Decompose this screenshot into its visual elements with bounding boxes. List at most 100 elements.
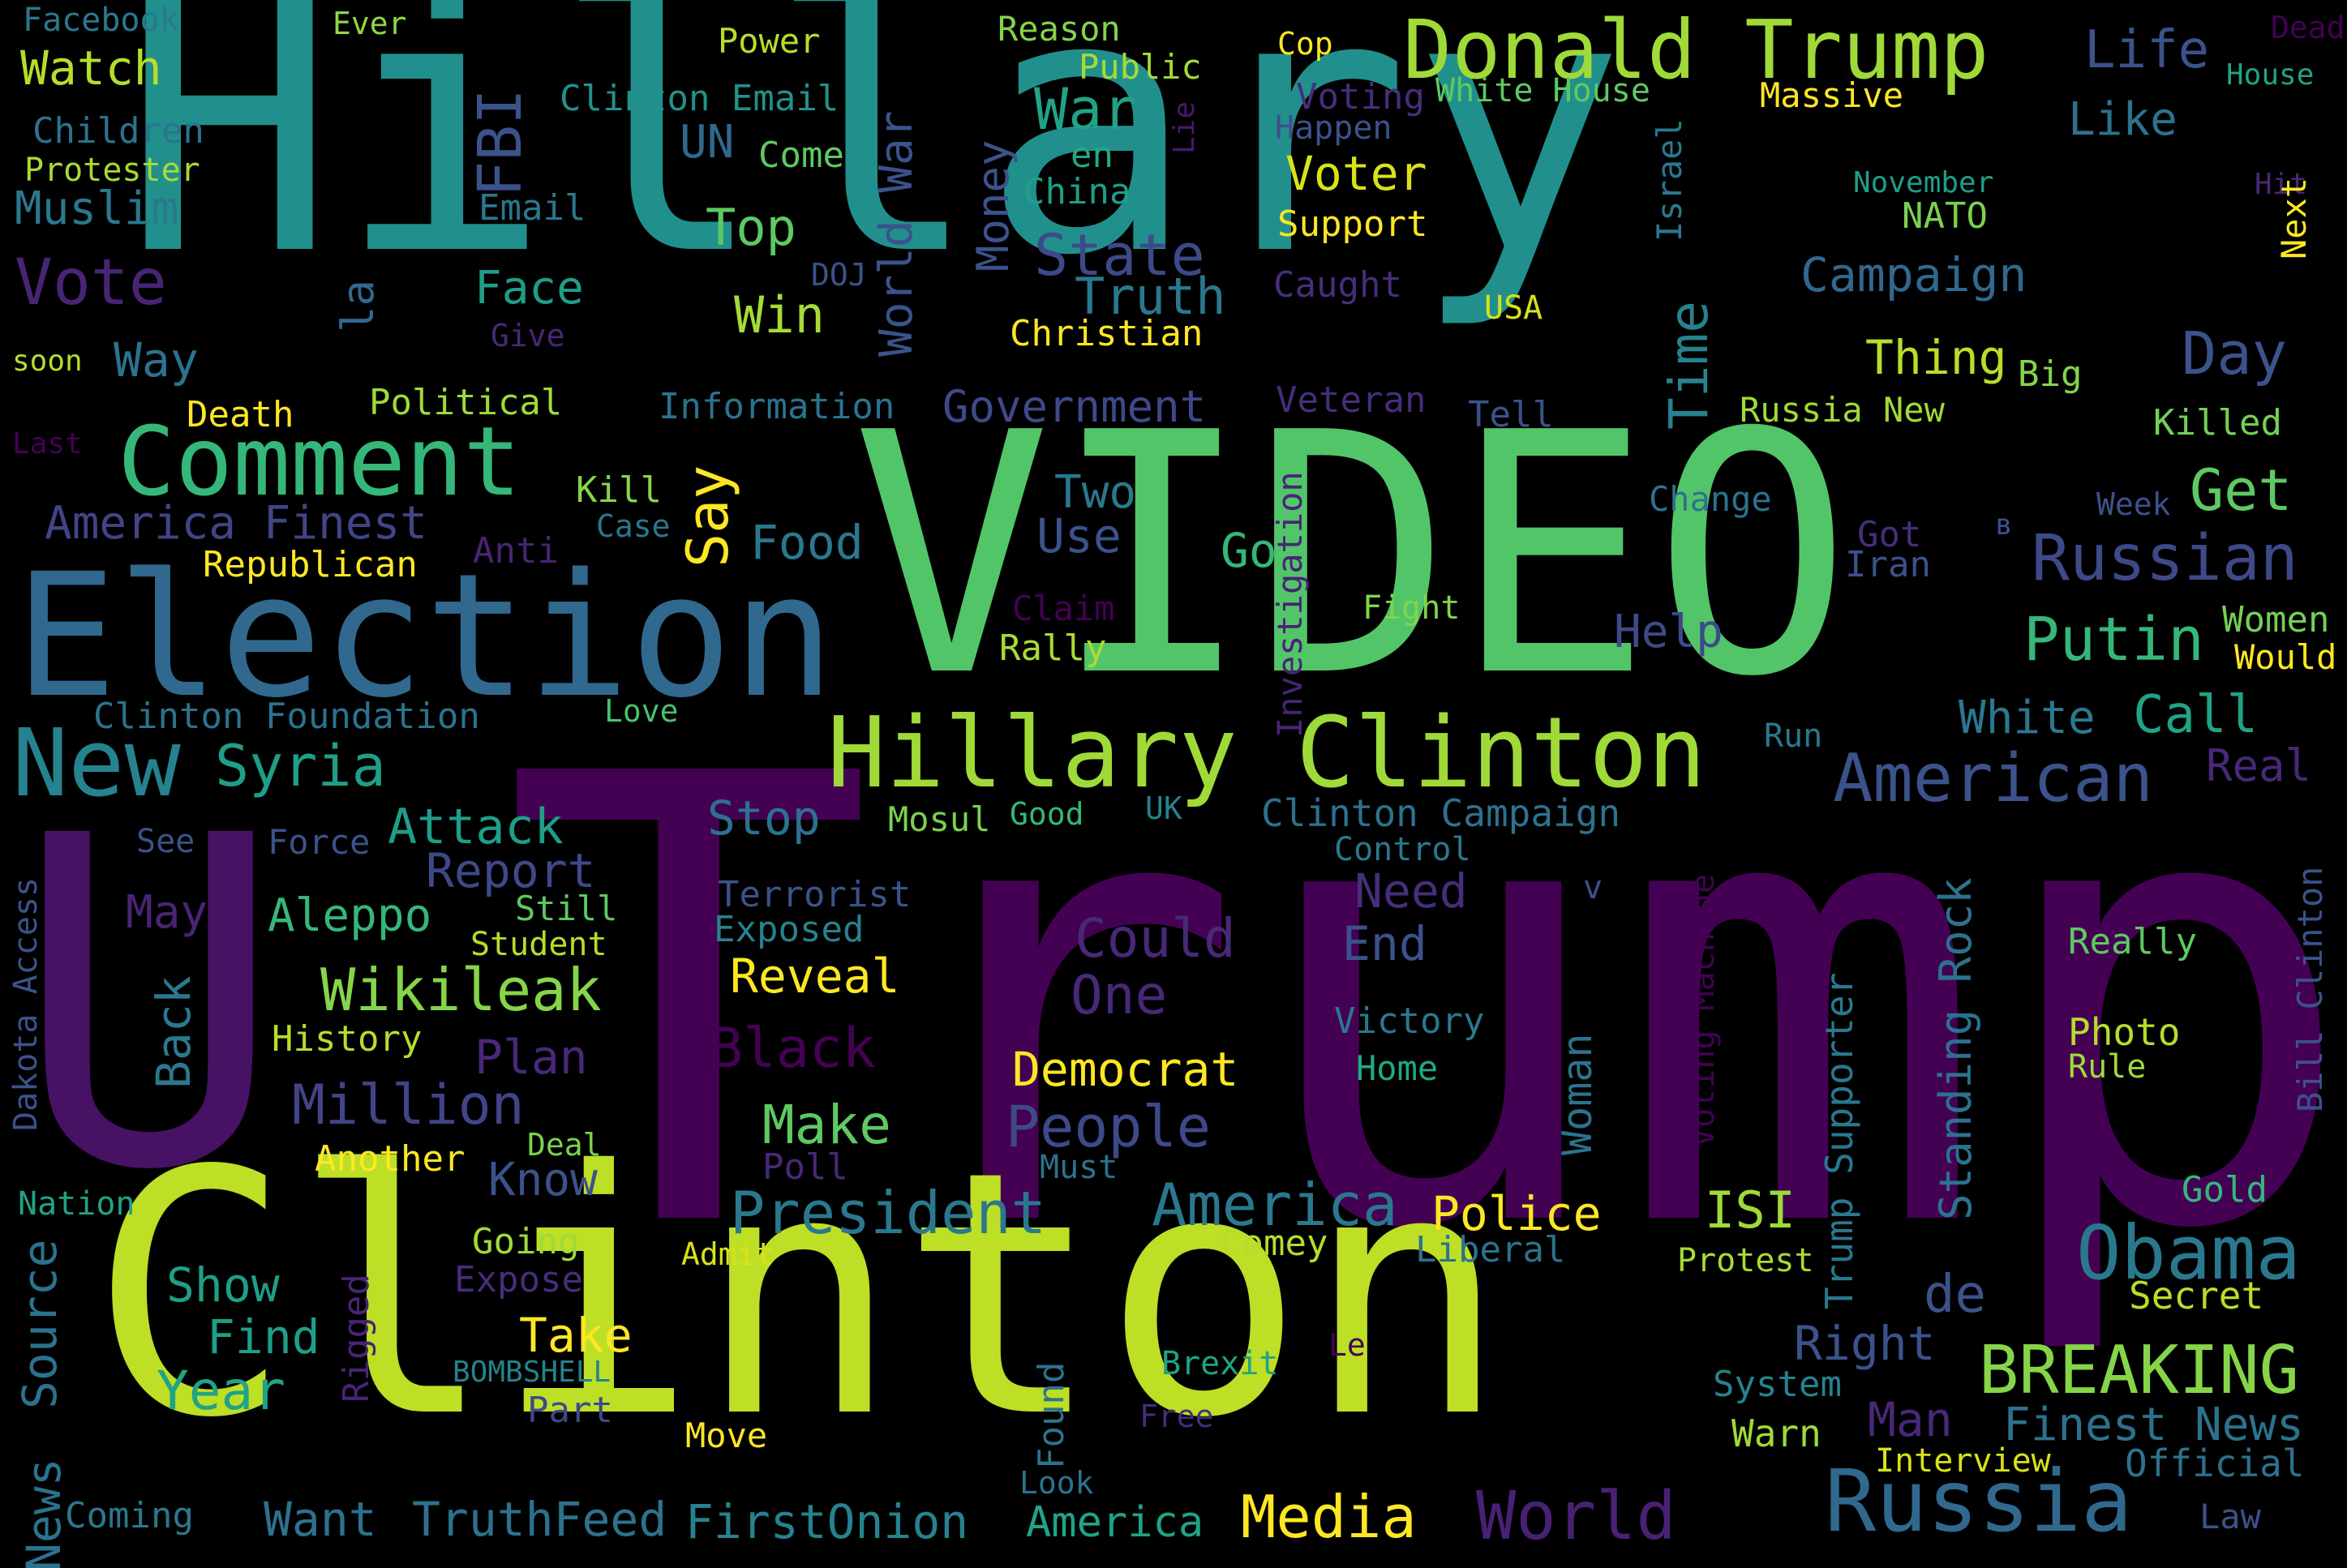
word-photo: Photo bbox=[2068, 1010, 2181, 1054]
word-coming: Coming bbox=[65, 1495, 194, 1536]
word-putin: Putin bbox=[2023, 605, 2204, 675]
word-woman: Woman bbox=[1554, 1033, 1601, 1155]
word-deal: Deal bbox=[527, 1127, 602, 1163]
word-aleppo: Aleppo bbox=[268, 889, 432, 942]
word-home: Home bbox=[1356, 1048, 1439, 1088]
word-interview: Interview bbox=[1875, 1442, 2051, 1480]
word-expose: Expose bbox=[454, 1259, 583, 1300]
word-veteran: Veteran bbox=[1276, 379, 1427, 421]
word-bombshell: BOMBSHELL bbox=[453, 1356, 611, 1389]
word-nation: Nation bbox=[18, 1185, 135, 1223]
word-last: Last bbox=[12, 427, 83, 461]
word-million: Million bbox=[292, 1073, 525, 1137]
word-run: Run bbox=[1764, 718, 1823, 755]
word-america-2: America bbox=[1026, 1498, 1204, 1547]
word-war: War bbox=[1034, 76, 1137, 143]
word-change: Change bbox=[1649, 479, 1772, 519]
word-law: Law bbox=[2199, 1497, 2261, 1536]
word-investigation: Investigation bbox=[1270, 471, 1310, 738]
word-real: Real bbox=[2206, 740, 2312, 791]
word-standing-rock: Standing Rock bbox=[1930, 877, 1981, 1220]
word-would: Would bbox=[2234, 637, 2337, 677]
word-look: Look bbox=[1019, 1465, 1094, 1501]
word-find: Find bbox=[207, 1309, 320, 1365]
word-state: State bbox=[1034, 222, 1205, 289]
word-student: Student bbox=[470, 926, 607, 963]
word-america: America bbox=[1152, 1171, 1398, 1239]
word-terrorist: Terrorist bbox=[718, 874, 912, 915]
word-november: November bbox=[1853, 166, 1994, 199]
word-found: Found bbox=[1031, 1361, 1072, 1469]
word-clinton-foundation: Clinton Foundation bbox=[93, 696, 480, 737]
word-fbi: FBI bbox=[466, 88, 535, 197]
word-protester: Protester bbox=[24, 152, 200, 189]
word-power: Power bbox=[718, 21, 821, 61]
word-rule: Rule bbox=[2068, 1048, 2147, 1086]
word-voting: Voting bbox=[1296, 76, 1425, 118]
word-food: Food bbox=[750, 515, 864, 570]
word-control: Control bbox=[1334, 831, 1471, 868]
word-money: Money bbox=[968, 139, 1019, 272]
word-gold: Gold bbox=[2182, 1169, 2268, 1210]
word-un: UN bbox=[680, 116, 735, 169]
word-trump-supporter: Trump Supporter bbox=[1817, 972, 1861, 1309]
word-top: Top bbox=[706, 198, 796, 257]
word-firstonion: FirstOnion bbox=[685, 1494, 969, 1549]
word-bill-clinton: Bill Clinton bbox=[2290, 866, 2330, 1112]
word-la: la bbox=[333, 279, 384, 332]
word-get: Get bbox=[2190, 457, 2293, 524]
word-attack: Attack bbox=[388, 799, 564, 855]
word-admit: Admit bbox=[681, 1236, 774, 1272]
word-life: Life bbox=[2084, 20, 2210, 80]
word-white-house: White House bbox=[1435, 72, 1650, 109]
word-rigged: Rigged bbox=[336, 1274, 377, 1403]
word-happen: Happen bbox=[1275, 109, 1392, 147]
word-doj: DOJ bbox=[811, 257, 867, 293]
word-black: Black bbox=[710, 1017, 876, 1081]
word-really: Really bbox=[2068, 921, 2197, 962]
word-come: Come bbox=[758, 135, 844, 176]
word-breaking: BREAKING bbox=[1979, 1332, 2299, 1409]
word-u: U bbox=[12, 741, 286, 1270]
word-donald-trump: Donald Trump bbox=[1403, 2, 1989, 97]
word-source: Source bbox=[12, 1239, 67, 1409]
word-next: Next bbox=[2274, 177, 2314, 259]
word-day: Day bbox=[2182, 319, 2288, 388]
word-protest: Protest bbox=[1677, 1242, 1814, 1279]
word-women: Women bbox=[2222, 599, 2330, 640]
word-president: President bbox=[730, 1179, 1047, 1247]
word-house: House bbox=[2226, 58, 2315, 92]
word-dead: Dead bbox=[2271, 10, 2345, 45]
word-win: Win bbox=[734, 285, 825, 345]
word-reason: Reason bbox=[998, 9, 1121, 49]
word-lie: Lie bbox=[1168, 101, 1201, 154]
word-v: v bbox=[1583, 869, 1603, 906]
word-show: Show bbox=[166, 1257, 280, 1313]
word-world-war: World War bbox=[870, 110, 923, 357]
word-ever: Ever bbox=[333, 6, 407, 41]
word-say: Say bbox=[675, 465, 741, 568]
word-russia: Russia bbox=[1825, 1452, 2133, 1551]
word-public: Public bbox=[1079, 47, 1202, 87]
word-clinton-email: Clinton Email bbox=[560, 78, 839, 119]
word-plan: Plan bbox=[474, 1030, 588, 1085]
word-end: End bbox=[1342, 916, 1427, 971]
word-reveal: Reveal bbox=[730, 949, 900, 1004]
word-finest-news: Finest News bbox=[2003, 1399, 2304, 1451]
word-muslim: Muslim bbox=[15, 182, 179, 235]
word-secret: Secret bbox=[2129, 1274, 2264, 1317]
word-video: VIDEO bbox=[852, 362, 1853, 749]
word-week: Week bbox=[2096, 486, 2171, 522]
word-part: Part bbox=[527, 1390, 613, 1431]
word-hillary: Hillary bbox=[122, 0, 1626, 333]
word-obama: Obama bbox=[2076, 1210, 2301, 1296]
word-tell: Tell bbox=[1468, 394, 1554, 435]
word-help: Help bbox=[1614, 606, 1723, 658]
word-see: See bbox=[136, 823, 195, 860]
word-trump: Trump bbox=[503, 647, 2347, 1364]
word-know: Know bbox=[488, 1154, 598, 1206]
word-cop: Cop bbox=[1277, 26, 1333, 62]
word-information: Information bbox=[659, 386, 895, 427]
word-report: Report bbox=[426, 843, 596, 898]
word-going: Going bbox=[472, 1221, 580, 1262]
